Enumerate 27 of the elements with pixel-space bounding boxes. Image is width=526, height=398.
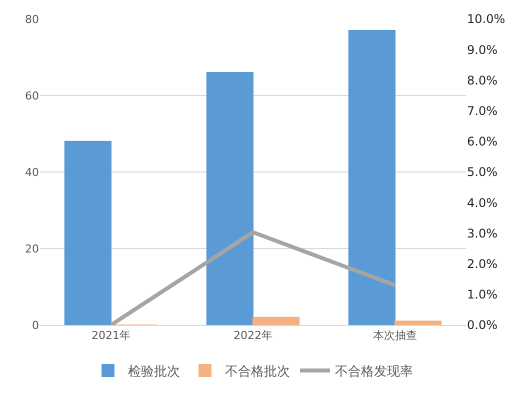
y2-tick-label: 7.0% (467, 104, 498, 118)
y-tick-label: 80 (25, 12, 39, 26)
y2-tick-label: 1.0% (467, 288, 498, 302)
y-tick-label: 40 (25, 166, 39, 179)
legend-label: 检验批次 (128, 364, 180, 380)
y2-tick-label: 10.0% (467, 12, 506, 26)
y2-tick-label: 0.0% (467, 318, 498, 332)
x-tick-label: 2021年 (92, 329, 130, 342)
legend-label: 不合格发现率 (335, 364, 413, 380)
x-tick-label: 2022年 (234, 329, 272, 342)
y-tick-label: 20 (25, 242, 39, 256)
legend-label: 不合格批次 (225, 364, 290, 380)
bar (394, 320, 442, 325)
y2-tick-label: 5.0% (467, 165, 498, 180)
y2-tick-label: 2.0% (467, 257, 498, 271)
y2-tick-label: 6.0% (467, 134, 498, 149)
y2-tick-label: 4.0% (467, 196, 498, 210)
y2-tick-label: 9.0% (467, 42, 498, 57)
bar (252, 316, 300, 325)
y2-tick-label: 8.0% (467, 73, 498, 88)
bar (348, 30, 396, 325)
y-tick-label: 0 (32, 318, 39, 332)
bar (206, 72, 254, 325)
bar (64, 140, 112, 325)
x-tick-label: 本次抽查 (373, 329, 417, 342)
y-tick-label: 60 (25, 89, 39, 102)
y2-tick-label: 3.0% (467, 226, 498, 240)
